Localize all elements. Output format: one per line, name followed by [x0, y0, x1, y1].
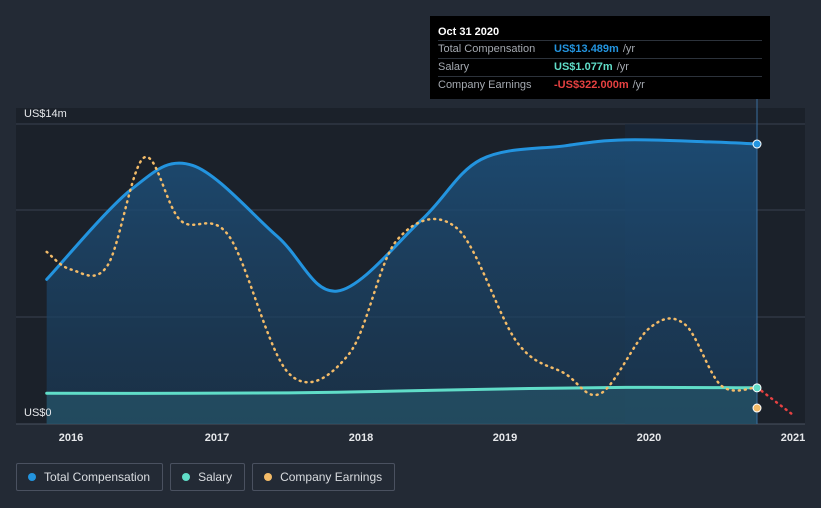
total-compensation-area	[46, 139, 757, 424]
legend-dot-icon	[182, 473, 191, 481]
tooltip-row-label: Company Earnings	[438, 79, 532, 91]
tooltip-row: Total Compensation US$13.489m/yr	[438, 40, 762, 58]
tooltip-row-value: -US$322.000m	[554, 79, 629, 91]
chart-tooltip: Oct 31 2020 Total Compensation US$13.489m…	[430, 16, 770, 99]
tooltip-row-unit: /yr	[616, 61, 629, 73]
salary-line	[45, 385, 759, 395]
x-tick-label: 2021	[781, 432, 805, 444]
legend-label: Total Compensation	[44, 470, 151, 484]
x-tick-label: 2020	[637, 432, 661, 444]
x-tick-label: 2018	[349, 432, 373, 444]
x-tick-label: 2019	[493, 432, 517, 444]
legend-label: Company Earnings	[280, 470, 383, 484]
tooltip-row-label: Salary	[438, 61, 470, 73]
legend-label: Salary	[198, 470, 233, 484]
x-axis-tick-labels: 2016 2017 2018 2019 2020 2021	[59, 432, 805, 444]
legend-item[interactable]: Company Earnings	[252, 463, 396, 491]
tooltip-row-unit: /yr	[622, 43, 636, 55]
salary-area	[46, 387, 757, 424]
y-axis-label: US$14m	[24, 108, 67, 120]
x-tick-label: 2017	[205, 432, 229, 444]
legend-dot-icon	[28, 473, 36, 481]
tooltip-row-unit: /yr	[632, 79, 645, 91]
legend-dot-icon	[264, 473, 273, 481]
y-axis-label: US$0	[24, 407, 52, 419]
tooltip-row: Salary US$1.077m/yr	[438, 58, 762, 76]
tooltip-row-value: US$1.077m	[554, 61, 613, 73]
legend-item[interactable]: Total Compensation	[16, 463, 164, 491]
x-tick-label: 2016	[59, 432, 83, 444]
total-compensation-line	[45, 138, 759, 293]
company-earnings-negative-line	[755, 386, 795, 417]
company-earnings-end-marker	[752, 403, 762, 413]
total-compensation-end-marker	[752, 139, 762, 149]
end-markers	[752, 139, 762, 413]
tooltip-date: Oct 31 2020	[438, 26, 500, 38]
tooltip-row: Company Earnings -US$322.000m/yr	[438, 76, 762, 94]
company-earnings-line	[45, 155, 759, 397]
salary-end-marker	[752, 383, 762, 393]
y-axis-labels: US$14m US$0	[24, 108, 67, 419]
tooltip-row-label: Total Compensation	[438, 43, 536, 55]
legend-item[interactable]: Salary	[170, 463, 246, 491]
chart-legend: Total Compensation Salary Company Earnings	[16, 463, 396, 491]
tooltip-row-value: US$13.489m	[554, 43, 619, 55]
